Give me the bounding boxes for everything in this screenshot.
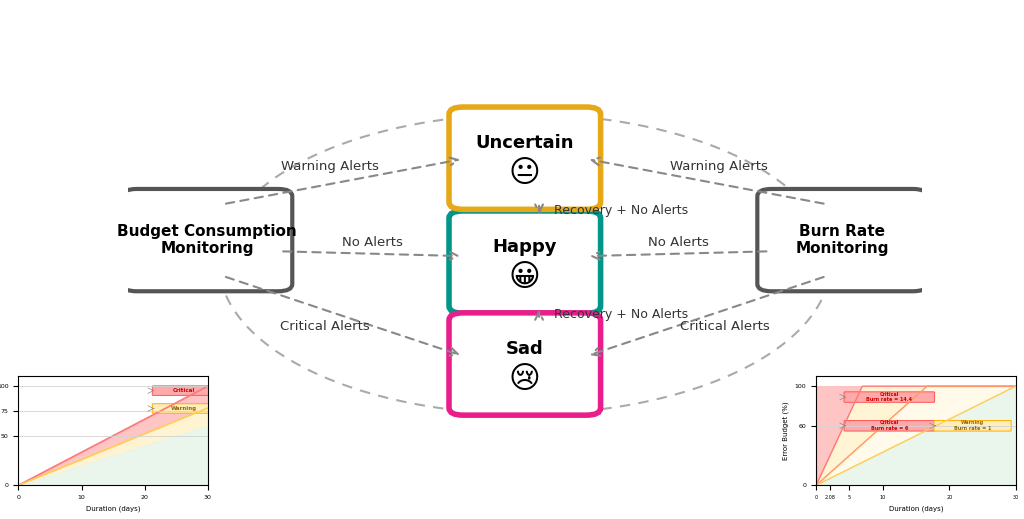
Text: No Alerts: No Alerts [342,237,402,250]
Text: Recovery + No Alerts: Recovery + No Alerts [554,204,688,217]
Text: 😐: 😐 [509,159,541,188]
Text: Critical Alerts: Critical Alerts [680,320,770,333]
Text: Budget Consumption
Monitoring: Budget Consumption Monitoring [118,224,297,256]
Text: 😀: 😀 [509,263,541,292]
Text: Warning
Burn rate = 1: Warning Burn rate = 1 [954,420,991,431]
Text: Uncertain: Uncertain [475,134,574,152]
Text: Warning Alerts: Warning Alerts [282,160,379,173]
FancyBboxPatch shape [153,404,216,413]
Text: Critical
Burn rate = 14.4: Critical Burn rate = 14.4 [866,392,912,402]
FancyBboxPatch shape [844,420,935,431]
FancyBboxPatch shape [153,386,216,395]
FancyBboxPatch shape [449,313,601,415]
FancyBboxPatch shape [449,211,601,313]
Y-axis label: Error Budget (%): Error Budget (%) [782,402,790,460]
Text: Critical
Burn rate = 6: Critical Burn rate = 6 [870,420,908,431]
FancyBboxPatch shape [844,392,935,402]
Text: Burn Rate
Monitoring: Burn Rate Monitoring [796,224,889,256]
Text: Warning: Warning [171,406,197,411]
FancyBboxPatch shape [449,107,601,209]
FancyBboxPatch shape [934,420,1011,431]
Text: No Alerts: No Alerts [647,237,709,250]
Text: Sad: Sad [506,340,544,358]
X-axis label: Duration (days): Duration (days) [889,506,943,512]
Text: Critical Alerts: Critical Alerts [280,320,370,333]
Text: Happy: Happy [493,238,557,256]
X-axis label: Duration (days): Duration (days) [86,506,140,512]
Text: Critical: Critical [173,388,195,393]
FancyBboxPatch shape [758,189,927,291]
Text: Recovery + No Alerts: Recovery + No Alerts [554,308,688,321]
Text: 😢: 😢 [509,365,541,394]
Text: Warning Alerts: Warning Alerts [671,160,768,173]
FancyBboxPatch shape [123,189,292,291]
